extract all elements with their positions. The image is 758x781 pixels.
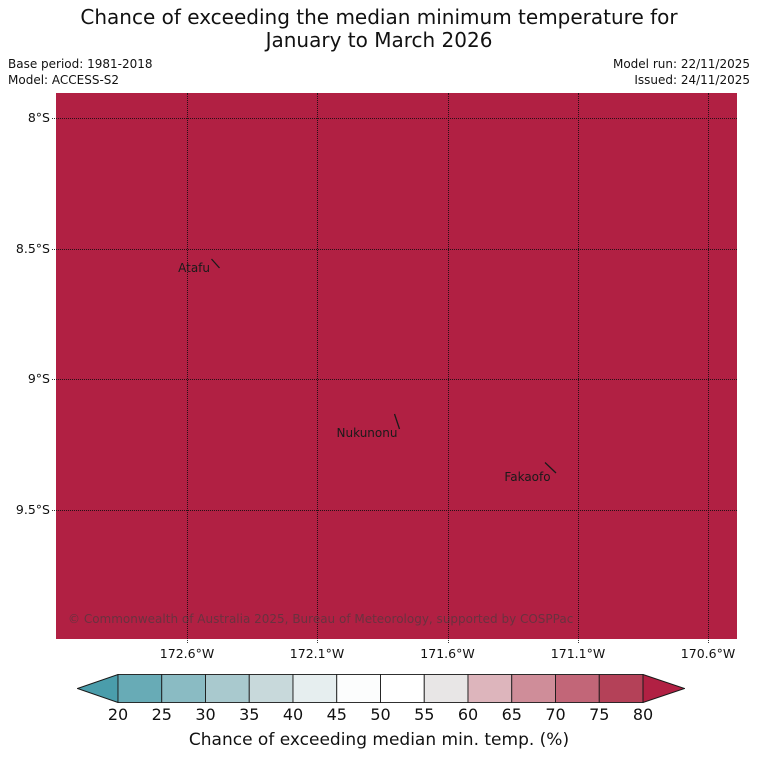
y-axis-tick-label: 9.5°S xyxy=(15,501,50,517)
gridline-horizontal xyxy=(52,118,737,119)
colorbar-segment xyxy=(380,674,425,703)
gridline-vertical xyxy=(317,93,318,643)
colorbar-segment xyxy=(598,674,644,703)
place-label: Fakaofo xyxy=(504,470,551,484)
place-markers-layer xyxy=(211,258,557,474)
x-axis-tick-label: 172.6°W xyxy=(159,646,215,661)
gridline-horizontal xyxy=(52,509,737,511)
place-marker-icon xyxy=(211,258,220,269)
y-axis-tick-label: 8.5°S xyxy=(15,240,50,256)
gridline-vertical xyxy=(708,93,709,643)
x-axis-tick-label: 172.1°W xyxy=(289,646,345,661)
gridline-horizontal xyxy=(52,379,737,380)
colorbar-segment xyxy=(292,674,338,703)
header-meta-left: Base period: 1981-2018 Model: ACCESS-S2 xyxy=(8,56,153,88)
colorbar-segment xyxy=(117,674,163,703)
base-period-text: Base period: 1981-2018 xyxy=(8,57,153,71)
colorbar xyxy=(77,674,685,703)
model-text: Model: ACCESS-S2 xyxy=(8,73,120,87)
map-area: Atafu Nukunonu Fakaofo xyxy=(52,93,737,643)
colorbar-over-arrow xyxy=(642,674,685,703)
colorbar-segment xyxy=(205,674,250,703)
colorbar-tick-label: 80 xyxy=(632,705,654,724)
colorbar-tick-label: 55 xyxy=(414,705,435,724)
model-run-text: Model run: 22/11/2025 xyxy=(612,57,750,71)
colorbar-tick-label: 40 xyxy=(282,705,304,724)
colorbar-segment xyxy=(161,674,206,703)
gridline-vertical xyxy=(447,93,449,643)
colorbar-tick-label: 70 xyxy=(545,705,566,724)
colorbar-tick-label: 50 xyxy=(370,705,391,724)
colorbar-segment xyxy=(467,674,513,703)
figure-title-line1: Chance of exceeding the median minimum t… xyxy=(80,5,678,29)
colorbar-under-arrow xyxy=(77,674,119,703)
colorbar-tick-label: 20 xyxy=(107,705,129,724)
colorbar-segment xyxy=(336,674,381,703)
header-meta-right: Model run: 22/11/2025 Issued: 24/11/2025 xyxy=(613,56,750,88)
colorbar-tick-label: 25 xyxy=(151,705,172,724)
gridline-horizontal xyxy=(52,248,737,250)
colorbar-tick-label: 30 xyxy=(195,705,216,724)
x-axis-tick-label: 171.1°W xyxy=(550,646,606,661)
gridline-vertical xyxy=(187,93,188,643)
place-label: Nukunonu xyxy=(336,425,398,440)
place-label: Atafu xyxy=(178,260,210,275)
issued-text: Issued: 24/11/2025 xyxy=(634,73,750,87)
colorbar-tick-label: 65 xyxy=(501,705,522,724)
colorbar-tick-label: 45 xyxy=(326,705,347,724)
y-axis-tick-label: 9°S xyxy=(27,371,50,386)
place-marker-icon xyxy=(544,462,557,474)
colorbar-tick-label: 75 xyxy=(589,705,610,724)
y-axis-tick-label: 8°S xyxy=(27,110,50,125)
gridline-vertical xyxy=(578,93,579,643)
colorbar-segment xyxy=(423,674,469,703)
colorbar-segment xyxy=(248,674,294,703)
x-axis-tick-label: 170.6°W xyxy=(680,646,736,661)
colorbar-tick-label: 60 xyxy=(457,705,479,724)
attribution-text: © Commonwealth of Australia 2025, Bureau… xyxy=(68,612,574,626)
colorbar-segment xyxy=(555,674,600,703)
figure-title-line2: January to March 2026 xyxy=(265,28,493,52)
place-marker-icon xyxy=(393,413,401,430)
colorbar-tick-label: 35 xyxy=(239,705,260,724)
x-axis-tick-label: 171.6°W xyxy=(420,646,475,661)
colorbar-segment xyxy=(511,674,556,703)
colorbar-axis-label: Chance of exceeding median min. temp. (%… xyxy=(188,730,570,750)
